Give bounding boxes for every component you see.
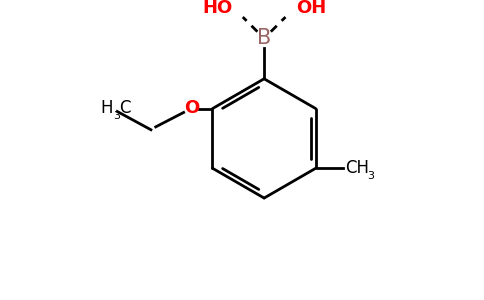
Text: B: B: [257, 28, 271, 48]
Text: 3: 3: [113, 110, 121, 121]
Text: H: H: [100, 99, 112, 117]
Text: 3: 3: [367, 171, 374, 181]
Text: CH: CH: [346, 159, 370, 177]
Text: OH: OH: [296, 0, 326, 17]
Text: O: O: [184, 99, 199, 117]
Text: HO: HO: [202, 0, 232, 17]
Text: C: C: [119, 99, 131, 117]
